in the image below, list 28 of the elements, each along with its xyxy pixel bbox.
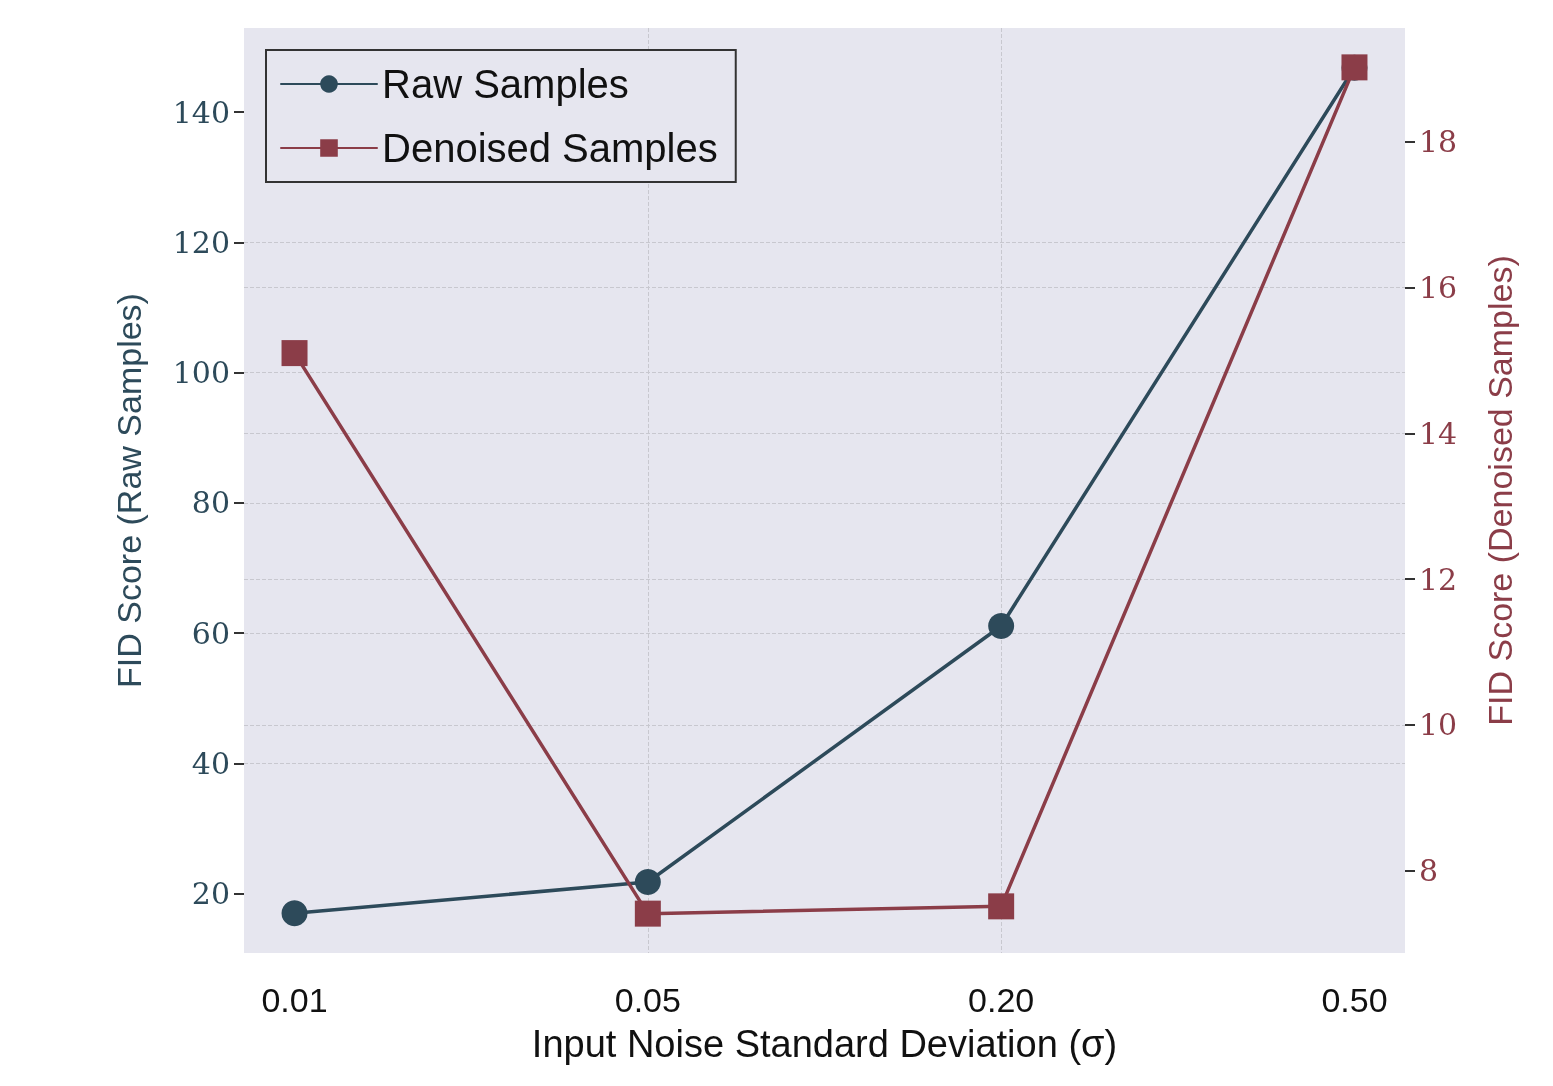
y-tick-label: 40 [191, 745, 230, 781]
point [281, 900, 308, 927]
y-axis-title: FID Score (Raw Samples) [110, 293, 148, 688]
point [281, 340, 308, 367]
y2-tick-label: 12 [1419, 561, 1458, 597]
y2-tick-label: 8 [1419, 853, 1439, 889]
y2-tick-label: 10 [1419, 707, 1458, 743]
y-tick-label: 80 [191, 485, 230, 521]
y-tick-label: 140 [172, 94, 230, 130]
legend-label: Denoised Samples [382, 126, 718, 170]
y-tick-label: 20 [191, 876, 230, 912]
y2-tick-label: 18 [1419, 124, 1458, 160]
x-tick-label: 0.05 [614, 981, 681, 1019]
point [634, 869, 661, 895]
y-tick-label: 120 [172, 224, 230, 260]
y-tick-label: 100 [172, 355, 230, 391]
y2-tick-label: 14 [1419, 415, 1458, 451]
x-tick-label: 0.20 [968, 981, 1035, 1019]
y2-axis-title: FID Score (Denoised Samples) [1481, 255, 1519, 726]
legend-label: Raw Samples [382, 62, 629, 106]
point [634, 900, 661, 927]
point [988, 613, 1015, 639]
x-tick-label: 0.50 [1321, 981, 1388, 1019]
y-tick-label: 60 [191, 615, 230, 651]
y2-tick-label: 16 [1419, 270, 1458, 305]
point [988, 893, 1015, 920]
x-axis-title: Input Noise Standard Deviation (σ) [531, 1023, 1118, 1065]
x-tick-label: 0.01 [261, 981, 328, 1019]
